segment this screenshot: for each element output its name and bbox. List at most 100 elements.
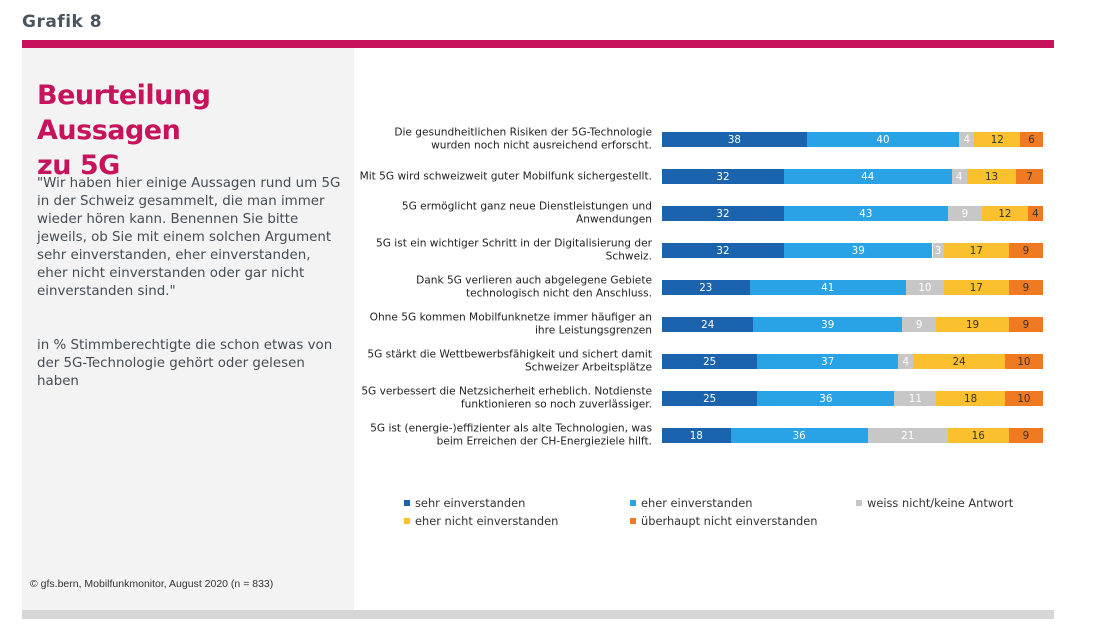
bar-segment: 32 [662, 243, 784, 258]
legend-label: sehr einverstanden [415, 496, 526, 510]
bar-segment: 40 [806, 132, 960, 147]
legend-label: eher nicht einverstanden [415, 514, 559, 528]
legend-label: eher einverstanden [641, 496, 753, 510]
bottom-rule [22, 610, 1054, 619]
category-label-line: 5G verbessert die Netzsicherheit erhebli… [361, 385, 652, 397]
bar-segment: 17 [943, 243, 1009, 258]
chart-title: Beurteilung Aussagen zu 5G [37, 78, 347, 183]
bar-segment: 25 [662, 391, 758, 406]
left-info-panel: Beurteilung Aussagen zu 5G "Wir haben hi… [22, 48, 354, 610]
bar-segment: 16 [947, 428, 1009, 443]
bar-segment: 10 [1004, 354, 1043, 369]
bar-segment: 9 [1008, 317, 1043, 332]
bar-segment: 32 [662, 169, 784, 184]
bar-segment: 32 [662, 206, 784, 221]
data-label: 9 [961, 207, 969, 220]
data-label: 38 [727, 133, 741, 146]
data-label: 4 [963, 133, 971, 146]
bar-segment: 23 [662, 280, 750, 295]
bar-segment: 24 [913, 354, 1005, 369]
data-label: 32 [716, 244, 730, 257]
data-label: 3 [934, 244, 942, 257]
data-label: 37 [821, 355, 835, 368]
data-label: 19 [965, 318, 980, 331]
data-label: 40 [876, 133, 890, 146]
data-label: 25 [703, 392, 717, 405]
category-label-line: 5G ermöglicht ganz neue Dienstleistungen… [401, 200, 652, 212]
bar-segment: 4 [898, 354, 914, 369]
category-label-line: funktionieren so noch zuverlässiger. [460, 398, 652, 411]
category-label-line: Ohne 5G kommen Mobilfunknetze immer häuf… [369, 311, 652, 323]
legend-label: überhaupt nicht einverstanden [641, 514, 818, 528]
survey-question: "Wir haben hier einige Aussagen rund um … [37, 176, 341, 299]
bar-segment: 4 [959, 132, 975, 147]
legend-item: sehr einverstanden [404, 496, 525, 510]
data-label: 4 [902, 355, 910, 368]
bar-segment: 9 [947, 206, 983, 221]
bar-segment: 4 [1027, 206, 1043, 221]
data-label: 9 [1022, 429, 1030, 442]
data-label: 24 [701, 318, 715, 331]
bar-segment: 9 [1008, 280, 1043, 295]
data-label: 18 [964, 392, 978, 405]
bar-segment: 18 [662, 428, 731, 443]
category-label-line: Anwendungen [576, 213, 652, 226]
category-label: 5G verbessert die Netzsicherheit erhebli… [332, 385, 652, 412]
legend-label: weiss nicht/keine Antwort [867, 496, 1014, 510]
category-label-line: beim Erreichen der CH-Energieziele hilft… [436, 435, 652, 448]
data-label: 32 [716, 170, 730, 183]
data-label: 36 [792, 429, 806, 442]
data-label: 21 [901, 429, 915, 442]
bar-segment: 7 [1016, 169, 1043, 184]
data-label: 17 [969, 244, 983, 257]
legend-item: weiss nicht/keine Antwort [856, 496, 1013, 510]
data-label: 7 [1026, 170, 1033, 183]
data-label: 6 [1028, 133, 1035, 146]
legend-swatch [630, 500, 636, 506]
data-label: 39 [821, 318, 835, 331]
category-label: 5G ist (energie-)effizienter als alte Te… [332, 422, 652, 449]
data-label: 32 [716, 207, 730, 220]
bar-segment: 24 [662, 317, 754, 332]
chart-title-line-1: Beurteilung Aussagen [37, 80, 211, 146]
data-label: 39 [851, 244, 865, 257]
category-label: Ohne 5G kommen Mobilfunknetze immer häuf… [332, 311, 652, 338]
data-label: 12 [990, 133, 1004, 146]
data-label: 10 [1017, 355, 1031, 368]
data-label: 9 [1022, 244, 1030, 257]
data-label: 17 [969, 281, 983, 294]
chart-title-line-2: zu 5G [37, 150, 120, 181]
legend-item: eher nicht einverstanden [404, 514, 558, 528]
bar-segment: 6 [1020, 132, 1043, 147]
category-label: 5G ermöglicht ganz neue Dienstleistungen… [332, 200, 652, 227]
bar-segment: 3 [932, 243, 944, 258]
category-label-line: 5G ist ein wichtiger Schritt in der Digi… [375, 237, 652, 249]
data-label: 9 [1022, 318, 1030, 331]
data-label: 9 [1022, 281, 1030, 294]
category-label: 5G stärkt die Wettbewerbsfähigkeit und s… [332, 348, 652, 375]
bar-segment: 43 [783, 206, 948, 221]
category-label-line: Dank 5G verlieren auch abgelegene Gebiet… [416, 274, 652, 286]
category-label: Die gesundheitlichen Risiken der 5G-Tech… [332, 126, 652, 153]
bar-segment: 36 [757, 391, 895, 406]
bar-segment: 38 [662, 132, 807, 147]
data-label: 12 [998, 207, 1012, 220]
bar-segment: 9 [1008, 243, 1043, 258]
data-label: 10 [918, 281, 932, 294]
bar-segment: 13 [966, 169, 1017, 184]
category-label-line: Die gesundheitlichen Risiken der 5G-Tech… [394, 126, 652, 138]
data-label: 16 [971, 429, 985, 442]
data-label: 41 [821, 281, 835, 294]
bar-segment: 10 [1004, 391, 1043, 406]
bar-segment: 21 [867, 428, 948, 443]
data-label: 10 [1017, 392, 1031, 405]
source-note: © gfs.bern, Mobilfunkmonitor, August 202… [30, 578, 274, 590]
bar-segment: 19 [936, 317, 1009, 332]
bar-segment: 39 [753, 317, 903, 332]
bar-segment: 9 [902, 317, 937, 332]
legend-swatch [404, 518, 410, 524]
data-label: 11 [908, 392, 922, 405]
category-label-line: 5G ist (energie-)effizienter als alte Te… [370, 422, 652, 434]
category-label-line: ihre Leistungsgrenzen [534, 324, 652, 337]
